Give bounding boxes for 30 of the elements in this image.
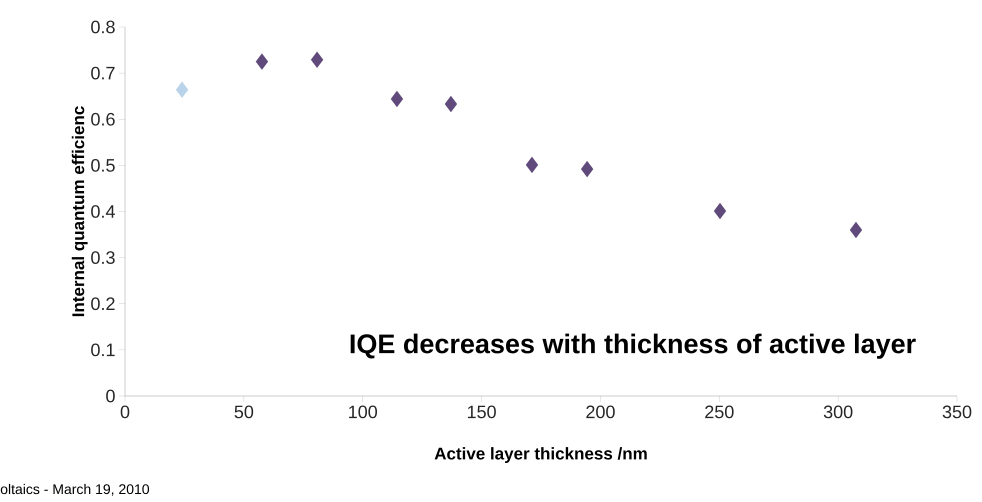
x-tick-label: 300 — [824, 406, 852, 418]
y-tick-label: 0.3 — [91, 251, 115, 264]
y-tick-label: 0 — [106, 390, 115, 402]
x-axis-title: Active layer thickness /nm — [434, 447, 647, 463]
point — [256, 53, 268, 70]
annotation: IQE decreases with thickness of active layer — [350, 334, 916, 359]
y-tick-label: 0.2 — [91, 297, 115, 310]
y-tick-label: 0.7 — [91, 66, 115, 80]
point — [714, 202, 726, 220]
point — [526, 156, 538, 174]
point — [850, 222, 862, 238]
point — [390, 90, 404, 108]
x-tick-label: 0 — [120, 406, 130, 418]
x-tick-label: 200 — [586, 406, 615, 418]
y-axis-title: Internal quantum efficienc — [72, 106, 88, 316]
x-tick-label: 100 — [349, 406, 378, 418]
point — [580, 160, 594, 178]
y-tick-label: 0.6 — [91, 112, 115, 126]
x-tick-label: 250 — [705, 406, 734, 418]
point — [444, 96, 458, 112]
point — [176, 82, 188, 98]
point — [310, 52, 324, 68]
y-tick-label: 0.8 — [91, 20, 115, 34]
y-tick-label: 0.1 — [91, 344, 115, 356]
x-tick-label: 350 — [942, 406, 972, 418]
y-tick-label: 0.5 — [91, 159, 115, 172]
x-tick-label: 150 — [468, 406, 496, 418]
y-tick-label: 0.4 — [91, 205, 115, 218]
x-tick-label: 50 — [234, 406, 254, 418]
text: oltaics - March 19, 2010 — [0, 484, 150, 496]
